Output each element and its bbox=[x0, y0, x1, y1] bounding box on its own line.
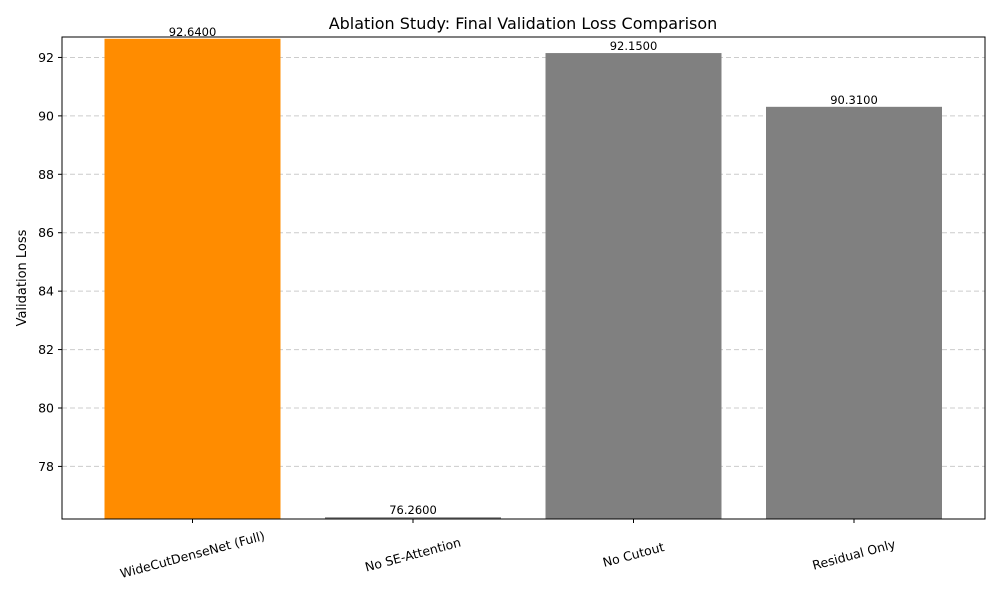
y-tick-label: 90 bbox=[38, 108, 54, 123]
y-tick-label: 92 bbox=[38, 50, 54, 65]
y-axis-label: Validation Loss bbox=[15, 229, 30, 326]
x-tick-label: WideCutDenseNet (Full) bbox=[118, 528, 266, 581]
bars bbox=[104, 38, 942, 520]
bar-value-label: 92.6400 bbox=[169, 25, 217, 39]
x-tick-label: Residual Only bbox=[811, 536, 898, 573]
chart-title: Ablation Study: Final Validation Loss Co… bbox=[329, 14, 718, 33]
y-tick-label: 86 bbox=[38, 225, 54, 240]
y-axis-ticks: 78 80 82 84 86 88 90 92 bbox=[38, 50, 62, 474]
y-tick-label: 82 bbox=[38, 342, 54, 357]
x-tick-label: No SE-Attention bbox=[363, 534, 462, 574]
y-tick-label: 84 bbox=[38, 284, 54, 299]
bar-3 bbox=[545, 53, 722, 520]
y-tick-label: 80 bbox=[38, 400, 54, 415]
x-tick-label: No Cutout bbox=[601, 539, 666, 570]
bar-2 bbox=[325, 517, 501, 519]
y-tick-label: 88 bbox=[38, 167, 54, 182]
bar-1 bbox=[104, 38, 281, 520]
x-axis-ticks: WideCutDenseNet (Full) No SE-Attention No … bbox=[118, 519, 898, 581]
bar-value-label: 90.3100 bbox=[830, 93, 878, 107]
bar-4 bbox=[766, 106, 942, 520]
plot-frame bbox=[61, 36, 986, 520]
bar-value-label: 92.1500 bbox=[610, 39, 658, 53]
y-tick-label: 78 bbox=[38, 459, 54, 474]
bar-value-label: 76.2600 bbox=[389, 503, 437, 517]
data-labels: 92.6400 76.2600 92.1500 90.3100 bbox=[169, 25, 878, 517]
